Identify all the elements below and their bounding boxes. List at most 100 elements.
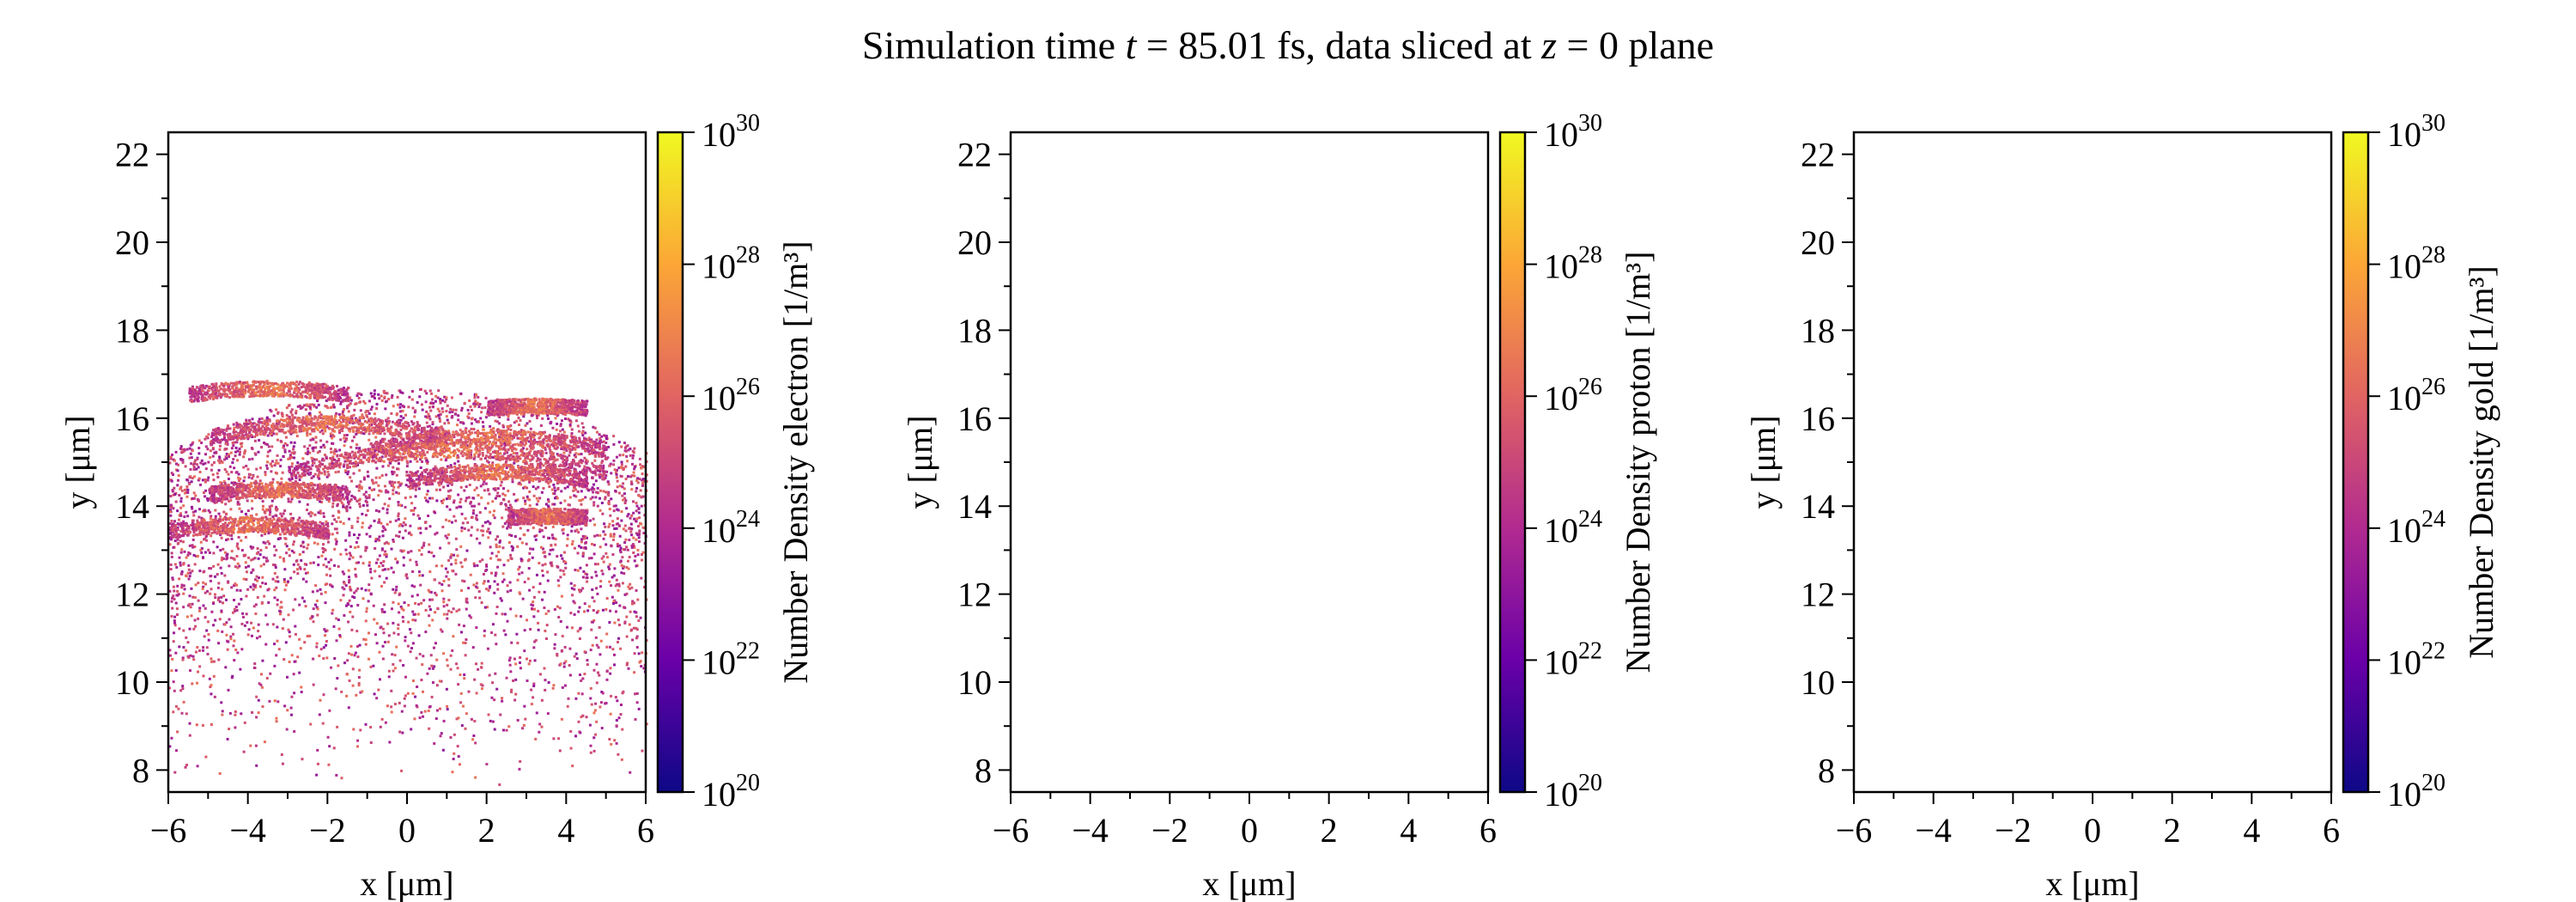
density-point — [635, 517, 639, 521]
density-point — [180, 489, 184, 492]
density-point — [383, 610, 386, 613]
density-point — [351, 684, 355, 687]
density-point — [334, 687, 337, 691]
density-point — [556, 605, 559, 608]
density-point — [621, 728, 624, 731]
density-point — [508, 581, 512, 584]
density-point — [538, 528, 542, 532]
density-point — [595, 611, 598, 614]
density-point — [428, 608, 432, 612]
density-point — [419, 466, 422, 469]
density-point — [605, 556, 609, 559]
density-point — [547, 681, 550, 685]
density-point — [398, 524, 401, 527]
density-point — [592, 668, 596, 672]
density-point — [178, 514, 181, 517]
density-point — [483, 629, 486, 632]
density-point — [292, 540, 295, 544]
density-point — [303, 445, 307, 448]
density-point — [586, 663, 589, 667]
density-point — [457, 418, 460, 422]
density-point — [174, 704, 178, 708]
density-point — [290, 465, 294, 468]
density-point — [231, 385, 234, 388]
density-point — [188, 390, 191, 393]
density-point — [328, 745, 331, 748]
density-point — [550, 564, 554, 568]
density-point — [504, 503, 507, 506]
density-point — [576, 552, 580, 555]
density-point — [193, 397, 197, 400]
density-point — [237, 535, 240, 539]
density-point — [577, 610, 580, 613]
density-point — [390, 411, 393, 415]
density-point — [575, 657, 579, 661]
density-point — [528, 419, 532, 423]
density-point — [566, 485, 569, 489]
density-point — [252, 383, 255, 387]
density-point — [632, 471, 635, 474]
density-point — [532, 696, 535, 699]
density-point — [610, 545, 613, 548]
density-point — [197, 582, 200, 585]
density-point — [176, 484, 179, 487]
density-point — [566, 537, 569, 540]
density-point — [288, 631, 291, 634]
density-point — [621, 485, 624, 489]
density-point — [310, 383, 313, 387]
density-point — [542, 486, 545, 490]
density-point — [405, 470, 409, 473]
density-point — [279, 512, 283, 515]
density-point — [478, 511, 482, 515]
density-point — [312, 683, 315, 686]
density-point — [354, 417, 357, 420]
density-point — [222, 547, 225, 551]
density-point — [527, 567, 531, 570]
density-point — [481, 533, 484, 537]
density-point — [454, 558, 458, 562]
density-point — [349, 610, 352, 613]
density-point — [327, 473, 331, 477]
density-point — [296, 461, 300, 465]
density-point — [393, 481, 397, 485]
density-point — [228, 396, 231, 399]
density-point — [181, 658, 185, 661]
density-point — [623, 524, 627, 527]
density-point — [231, 442, 234, 445]
density-point — [498, 539, 501, 543]
density-point — [498, 558, 501, 562]
density-point — [614, 610, 617, 613]
density-point — [335, 639, 338, 643]
density-point — [507, 489, 510, 492]
density-point — [536, 441, 539, 444]
density-point — [445, 410, 448, 413]
density-point — [465, 549, 469, 552]
density-point — [410, 550, 413, 553]
density-point — [196, 670, 199, 673]
density-point — [244, 565, 247, 569]
density-point — [635, 645, 639, 649]
density-point — [325, 629, 329, 632]
density-point — [495, 643, 498, 646]
density-point — [179, 561, 182, 564]
density-point — [196, 457, 199, 460]
density-point — [417, 602, 421, 606]
density-point — [430, 664, 434, 667]
density-point — [186, 491, 190, 494]
density-point — [593, 534, 597, 538]
density-point — [341, 570, 344, 574]
density-point — [544, 688, 547, 692]
density-point — [249, 387, 252, 390]
density-point — [580, 538, 584, 541]
density-point — [495, 606, 499, 609]
density-point — [502, 629, 506, 632]
density-point — [223, 623, 227, 626]
density-point — [356, 545, 360, 549]
density-point — [177, 541, 180, 545]
density-point — [246, 383, 250, 387]
density-point — [251, 477, 254, 480]
density-point — [292, 673, 295, 676]
density-point — [266, 539, 270, 543]
density-point — [234, 606, 238, 609]
density-point — [214, 575, 217, 578]
